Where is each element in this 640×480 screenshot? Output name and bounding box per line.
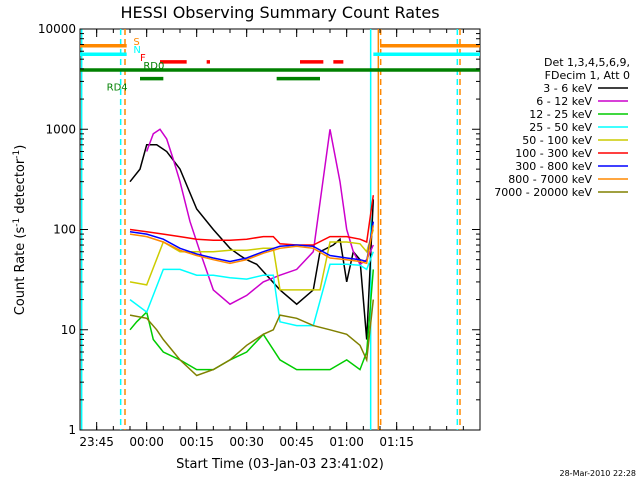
flag-label: S	[133, 37, 139, 48]
y-tick-label: 10000	[38, 22, 76, 36]
flag-label: F	[140, 53, 146, 64]
legend-header-1: Det 1,3,4,5,6,9,	[544, 56, 630, 69]
legend-label: 3 - 6 keV	[543, 82, 592, 95]
legend-label: 100 - 300 keV	[515, 147, 592, 160]
legend-label: 50 - 100 keV	[522, 134, 592, 147]
legend-label: 7000 - 20000 keV	[494, 186, 592, 199]
series-line	[129, 269, 375, 371]
x-tick-label: 01:15	[379, 435, 414, 449]
y-tick-label: 100	[53, 223, 76, 237]
x-tick-label: 00:00	[129, 435, 164, 449]
legend-header-2: FDecim 1, Att 0	[545, 69, 630, 82]
legend: Det 1,3,4,5,6,9, FDecim 1, Att 0 3 - 6 k…	[494, 56, 630, 199]
chart-title: HESSI Observing Summary Count Rates	[120, 3, 439, 22]
flag-label: N	[133, 45, 140, 56]
flag-label: RD0	[143, 61, 164, 72]
footer-timestamp: 28-Mar-2010 22:28	[560, 469, 637, 478]
axes: 23:45 00:00 00:15 00:30 00:45 01:00 01:15 1 10 10…	[38, 22, 481, 449]
series-line	[129, 299, 375, 377]
legend-label: 300 - 800 keV	[515, 160, 592, 173]
x-tick-label: 00:45	[279, 435, 314, 449]
legend-label: 6 - 12 keV	[536, 95, 592, 108]
x-tick-label: 00:30	[229, 435, 264, 449]
legend-label: 12 - 25 keV	[529, 108, 592, 121]
series-line	[129, 221, 375, 263]
y-tick-label: 1	[68, 423, 76, 437]
flag-label: RD4	[107, 83, 128, 94]
x-tick-label: 00:15	[179, 435, 214, 449]
y-axis-label: Count Rate (s-1 detector-1)	[12, 145, 28, 316]
y-tick-label: 10	[61, 323, 76, 337]
series-lines	[129, 128, 375, 377]
series-line	[129, 195, 375, 246]
series-line	[129, 144, 375, 340]
series-line	[145, 128, 374, 306]
legend-label: 800 - 7000 keV	[508, 173, 592, 186]
x-tick-label: 23:45	[79, 435, 114, 449]
series-line	[129, 251, 375, 327]
legend-label: 25 - 50 keV	[529, 121, 592, 134]
flag-vertical-lines	[80, 29, 461, 430]
series-line	[129, 225, 375, 265]
x-axis-label: Start Time (03-Jan-03 23:41:02)	[176, 457, 384, 472]
y-tick-label: 1000	[45, 122, 76, 136]
plot-frame	[79, 28, 481, 431]
x-tick-label: 01:00	[329, 435, 364, 449]
